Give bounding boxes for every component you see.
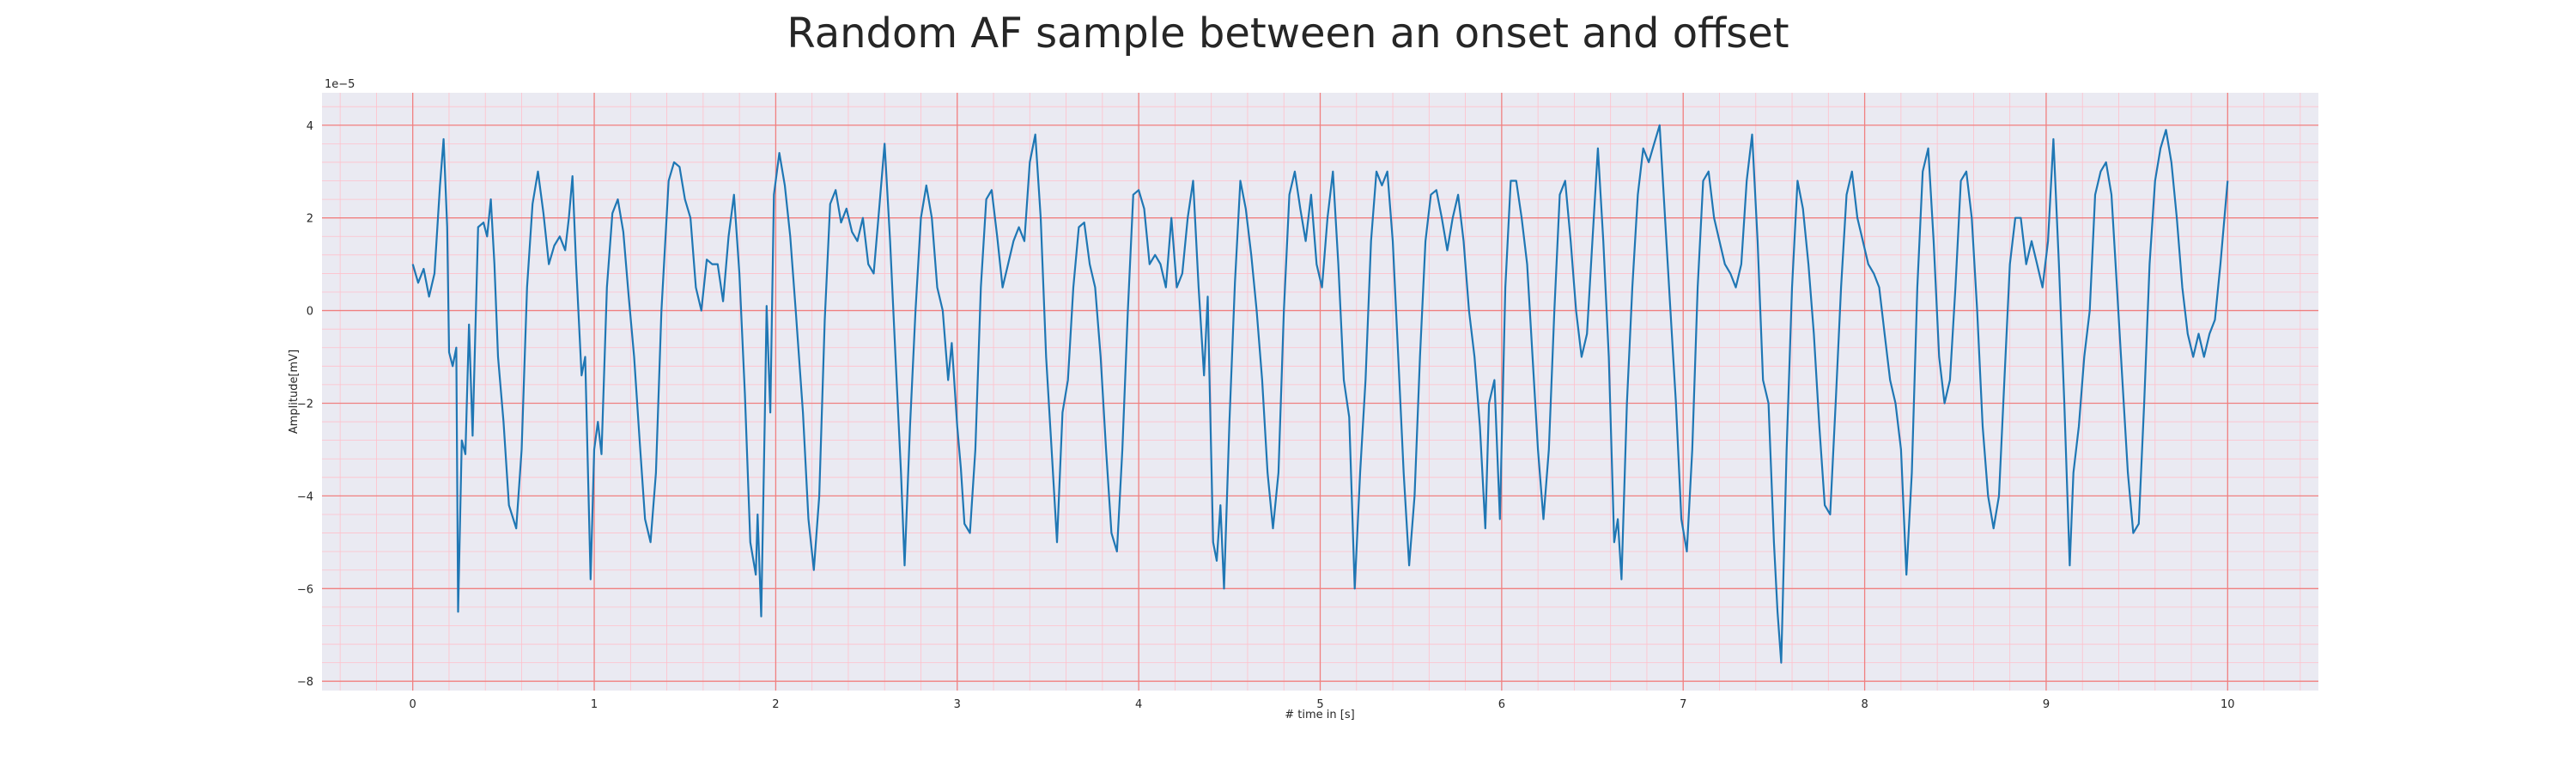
x-tick-label: 10	[2221, 698, 2235, 711]
x-tick-label: 4	[1135, 698, 1142, 711]
series-line	[411, 124, 2229, 664]
y-tick-label: −4	[297, 490, 313, 503]
y-axis-label: Amplitude[mV]	[288, 350, 301, 434]
y-tick-label: 4	[307, 120, 313, 133]
chart-title: Random AF sample between an onset and of…	[787, 9, 1789, 58]
x-tick-label: 3	[954, 698, 961, 711]
major-grid	[322, 93, 2318, 691]
x-tick-label: 5	[1316, 698, 1323, 711]
y-multiplier-label: 1e−5	[325, 78, 355, 91]
x-tick-label: 6	[1498, 698, 1505, 711]
x-axis-label: # time in [s]	[1285, 709, 1354, 721]
x-tick-label: 7	[1680, 698, 1686, 711]
x-tick-label: 8	[1861, 698, 1868, 711]
x-tick-label: 0	[410, 698, 416, 711]
y-tick-labels: 4 2 0 −2 −4 −6 −8	[297, 120, 313, 689]
x-tick-label: 9	[2043, 698, 2050, 711]
y-tick-label: 0	[307, 306, 313, 319]
x-tick-labels: 0 1 2 3 4 5 6 7 8 9 10	[410, 698, 2235, 711]
y-tick-label: −2	[297, 398, 313, 411]
y-tick-label: −8	[297, 676, 313, 689]
x-tick-label: 1	[591, 698, 598, 711]
x-tick-label: 2	[772, 698, 779, 711]
y-tick-label: 2	[307, 213, 313, 226]
y-tick-label: −6	[297, 583, 313, 596]
